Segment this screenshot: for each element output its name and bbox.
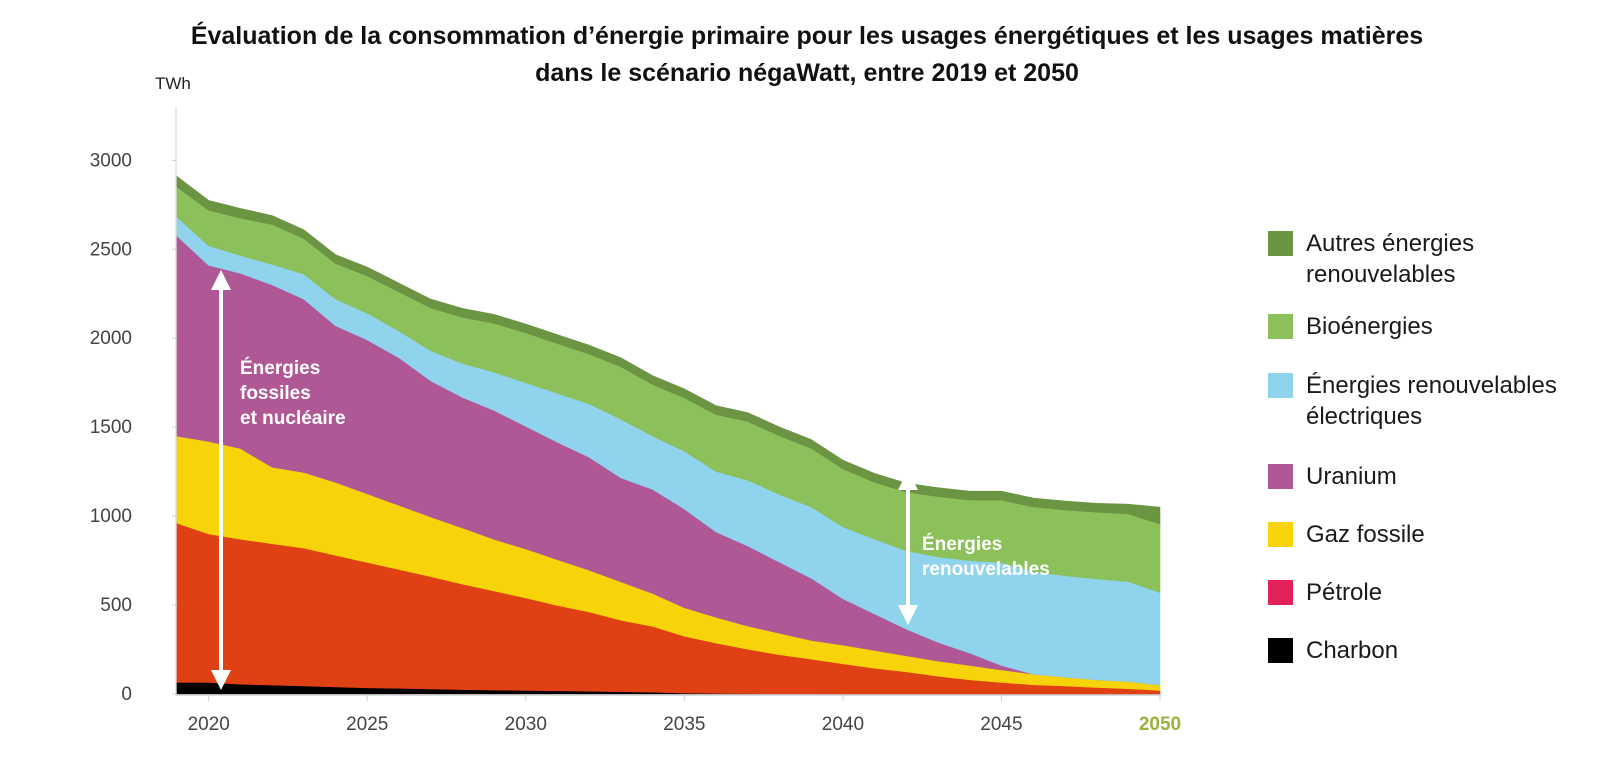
legend-swatch [1268,314,1293,339]
legend-item: Gaz fossile [1268,519,1425,550]
legend-label-line: Bioénergies [1306,313,1433,340]
arrow-head-down [211,670,231,690]
legend-item: Uranium [1268,461,1397,492]
chart-legend: Autres énergies renouvelables Bioénergies É… [1268,0,1614,762]
legend-label: Énergies renouvelables électriques [1306,370,1557,432]
arrow-head-up [898,470,918,490]
chart-title-line-2: dans le scénario négaWatt, entre 2019 et… [535,59,1079,87]
legend-swatch [1268,373,1293,398]
legend-swatch [1268,464,1293,489]
legend-item: Pétrole [1268,577,1382,608]
legend-swatch [1268,638,1293,663]
legend-item: Bioénergies [1268,311,1433,342]
legend-label-line: électriques [1306,403,1423,430]
legend-label: Uranium [1306,461,1397,492]
legend-label-line: Uranium [1306,463,1397,490]
annotation-line: fossiles [240,383,311,404]
arrow-renewables [898,470,918,625]
x-tick-label: 2035 [663,714,705,735]
legend-label: Gaz fossile [1306,519,1425,550]
legend-swatch [1268,231,1293,256]
annotation-line: renouvelables [922,559,1050,580]
legend-swatch [1268,580,1293,605]
area-autres-energies-renouvelables [176,175,1161,525]
legend-label: Autres énergies renouvelables [1306,228,1474,290]
legend-item: Charbon [1268,635,1398,666]
legend-label: Charbon [1306,635,1398,666]
y-tick-label: 1000 [90,506,132,527]
y-axis-unit: TWh [155,74,191,93]
annotation-renewables: Énergies renouvelables [922,532,1050,582]
y-tick-label: 2500 [90,239,132,260]
x-tick-label: 2040 [822,714,864,735]
x-tick-label: 2045 [980,714,1022,735]
y-tick-label: 1500 [90,417,132,438]
legend-label-line: Énergies renouvelables [1306,372,1557,399]
y-tick-label: 500 [100,595,132,616]
annotation-fossil-nuclear: Énergies fossiles et nucléaire [240,356,346,431]
legend-label-line: Pétrole [1306,579,1383,606]
x-tick-label: 2050 [1139,714,1181,735]
y-tick-label: 3000 [90,150,132,171]
legend-label: Pétrole [1306,577,1382,608]
x-tick-label: 2020 [188,714,230,735]
arrow-head-up [211,270,231,290]
annotation-line: Énergies [240,358,321,379]
legend-label-line: renouvelables [1306,261,1456,288]
x-tick-label: 2025 [346,714,388,735]
legend-label-line: Autres énergies [1306,230,1475,257]
arrow-fossil-nuclear [211,270,231,690]
legend-swatch [1268,522,1293,547]
legend-label: Bioénergies [1306,311,1433,342]
x-tick-label: 2030 [505,714,547,735]
annotation-line: et nucléaire [240,408,346,429]
y-tick-label: 0 [121,684,132,705]
chart-title-line-1: Évaluation de la consommation d’énergie … [190,22,1424,50]
legend-item: Énergies renouvelables électriques [1268,370,1557,432]
y-tick-label: 2000 [90,328,132,349]
legend-item: Autres énergies renouvelables [1268,228,1474,290]
chart-title: Évaluation de la consommation d’énergie … [0,18,1614,92]
legend-label-line: Charbon [1306,637,1399,664]
annotation-line: Énergies [922,534,1003,555]
legend-label-line: Gaz fossile [1306,521,1425,548]
series-layers [176,175,1161,695]
arrow-head-down [898,605,918,625]
